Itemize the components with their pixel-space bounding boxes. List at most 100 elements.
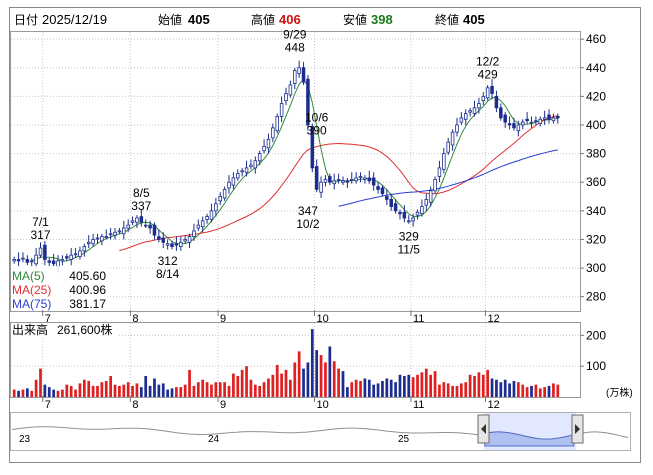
candle <box>494 90 499 113</box>
high-label: 高値 <box>251 12 275 27</box>
volume-title-value: 261,600株 <box>57 322 112 337</box>
candle <box>437 160 442 183</box>
volume-bar <box>218 382 222 397</box>
navigator-left-handle[interactable] <box>477 414 490 444</box>
candle-body <box>51 260 56 265</box>
annotation-date: 12/2 <box>476 55 500 69</box>
volume-bar <box>398 374 402 397</box>
candle <box>161 232 166 249</box>
candle <box>328 173 332 186</box>
candle <box>117 228 122 234</box>
volume-bar <box>293 362 297 397</box>
volume-bar <box>87 380 91 397</box>
candle-body <box>556 116 560 119</box>
volume-bar <box>253 384 257 397</box>
volume-bar <box>12 389 16 397</box>
candle <box>534 116 538 125</box>
volume-bar <box>429 374 433 397</box>
candle-body <box>38 247 43 256</box>
volume-bar <box>74 389 77 397</box>
candle <box>507 116 512 130</box>
candle-body <box>345 180 350 183</box>
volume-bar <box>538 388 542 397</box>
candle-body <box>271 127 275 139</box>
candle-body <box>161 237 166 243</box>
volume-bar <box>183 384 187 397</box>
candle <box>249 159 253 170</box>
candle <box>358 172 363 183</box>
candle-body <box>481 95 486 102</box>
candle-body <box>284 93 288 102</box>
candle-body <box>16 259 21 262</box>
candle-body <box>65 256 69 259</box>
volume-bar <box>367 379 371 397</box>
volume-bar <box>30 390 34 397</box>
volume-bar <box>477 372 481 397</box>
candle-body <box>547 114 551 120</box>
volume-bar <box>139 387 143 397</box>
open-value: 405 <box>188 12 210 27</box>
volume-bar <box>376 383 380 397</box>
candle-body <box>293 70 297 84</box>
price-tick-label: 360 <box>586 175 606 189</box>
candle-body <box>222 188 227 199</box>
volume-title: 出来高 261,600株 <box>11 322 117 337</box>
volume-bar <box>381 380 384 397</box>
candle <box>104 229 109 240</box>
month-tick-label: 11 <box>413 399 424 411</box>
candle-body <box>485 87 490 99</box>
candle-body <box>310 126 315 169</box>
candle <box>411 213 415 227</box>
candle-body <box>332 180 336 185</box>
volume-bar <box>109 376 112 397</box>
price-tick-label: 420 <box>586 89 606 103</box>
volume-bar <box>275 364 279 397</box>
range-navigator[interactable]: 23 24 25 <box>10 412 631 451</box>
volume-unit: (万株) <box>606 386 633 399</box>
candle <box>183 235 187 244</box>
candle <box>345 177 350 188</box>
candle-body <box>73 253 78 256</box>
volume-bar <box>468 374 472 397</box>
chevron-right-icon <box>575 424 580 434</box>
volume-bar <box>315 350 319 397</box>
candle-body <box>95 237 100 240</box>
volume-bar <box>100 382 104 397</box>
candle <box>363 175 367 184</box>
volume-bar <box>350 382 354 397</box>
volume-bar <box>319 355 323 397</box>
month-tick-label: 7 <box>45 399 51 411</box>
candle <box>29 258 34 267</box>
candle <box>319 176 323 198</box>
candle <box>227 175 231 194</box>
candle-body <box>336 178 341 181</box>
candle-body <box>104 236 109 239</box>
volume-bar <box>52 389 56 397</box>
annotation-date: 8/5 <box>133 186 150 200</box>
volume-bar <box>354 379 358 397</box>
volume-bar <box>302 368 305 397</box>
candle-body <box>122 227 126 235</box>
candle <box>389 193 393 211</box>
candle <box>415 209 420 220</box>
annotation-value: 347 <box>298 204 318 218</box>
candle-body <box>170 243 174 248</box>
candle <box>472 100 477 117</box>
candle <box>402 205 407 223</box>
candle <box>95 233 100 244</box>
month-axis-bottom: 7 8 9 10 11 12 <box>42 396 500 411</box>
annotation-date: 10/6 <box>305 110 329 124</box>
candle <box>332 173 336 190</box>
candle <box>279 96 284 123</box>
volume-bar <box>516 382 520 397</box>
volume-tick-label: 100 <box>586 359 606 373</box>
candle <box>288 80 293 98</box>
candle-body <box>218 196 222 202</box>
navigator-right-handle[interactable] <box>571 414 584 444</box>
candle <box>463 109 468 125</box>
candle-body <box>551 117 556 122</box>
candle-body <box>25 259 30 263</box>
candle-body <box>86 241 91 245</box>
candle <box>442 147 446 174</box>
candle-body <box>157 236 161 240</box>
